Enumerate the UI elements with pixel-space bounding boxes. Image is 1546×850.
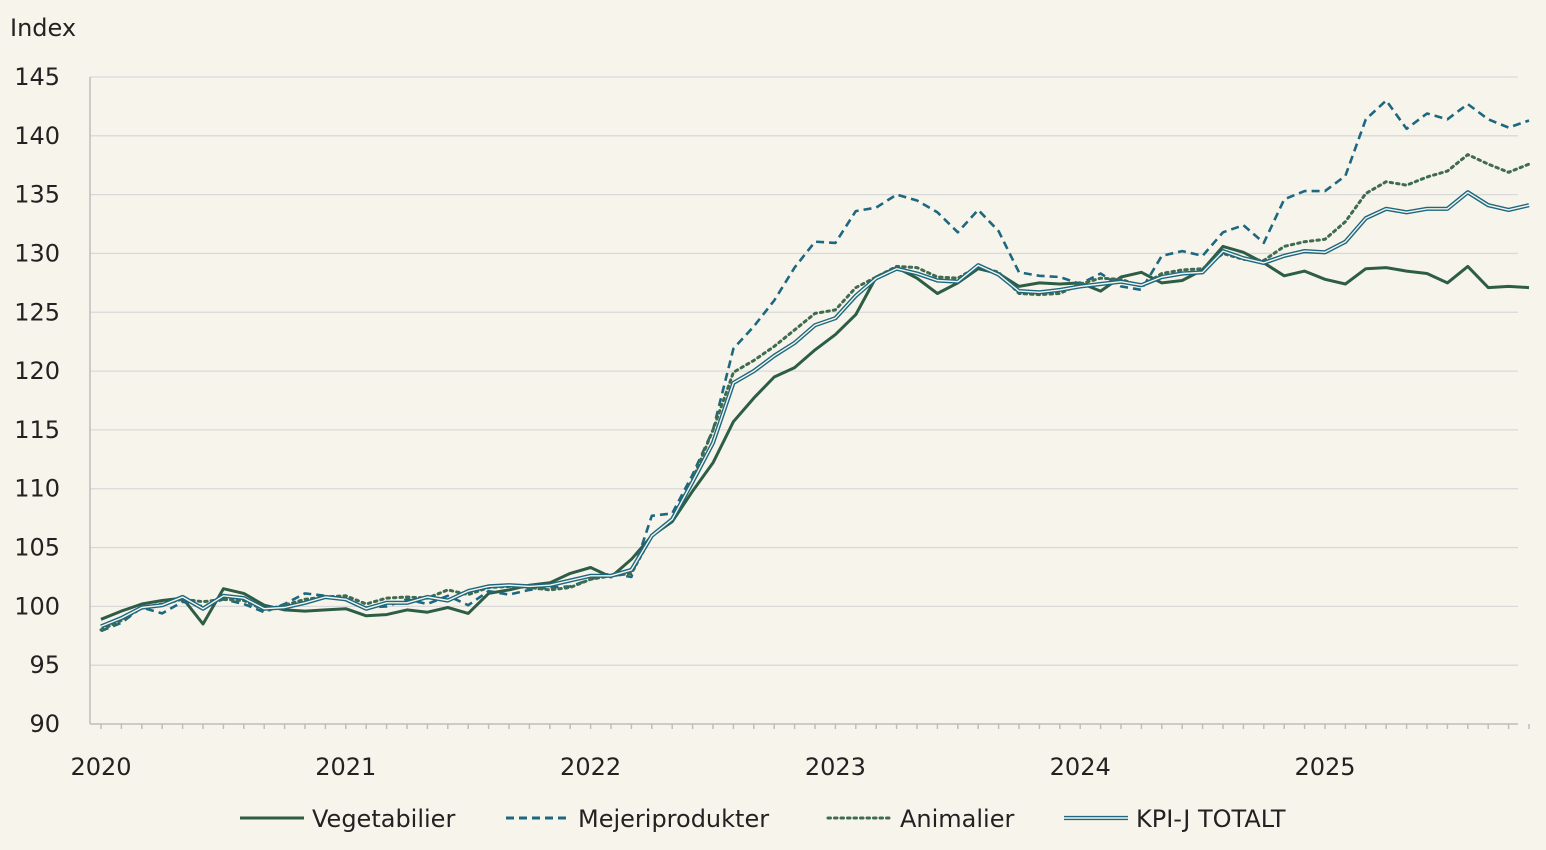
gridlines: [90, 76, 1518, 666]
x-tick-label: 2025: [1294, 753, 1355, 781]
legend-label: Mejeriprodukter: [578, 805, 769, 833]
y-tick-label: 135: [14, 181, 60, 209]
x-tick-label: 2023: [805, 753, 866, 781]
x-tick-label: 2022: [560, 753, 621, 781]
y-tick-label: 90: [29, 710, 60, 738]
y-tick-label: 100: [14, 592, 60, 620]
legend-item-kpi-j-totalt: KPI-J TOTALT: [1064, 805, 1286, 833]
y-tick-label: 130: [14, 239, 60, 267]
x-tick-label: 2021: [315, 753, 376, 781]
legend: Vegetabilier Mejeriprodukter Animalier KPI-…: [240, 805, 1286, 833]
y-tick-label: 95: [29, 651, 60, 679]
series-lines: [99, 99, 1531, 633]
legend-label: KPI-J TOTALT: [1136, 805, 1286, 833]
series-vegetabilier-line: [100, 244, 1530, 626]
y-tick-label: 105: [14, 534, 60, 562]
legend-item-mejeriprodukter: Mejeriprodukter: [506, 805, 769, 833]
legend-item-animalier: Animalier: [826, 805, 1014, 833]
series-kpi-j-totalt-line-outer: [100, 190, 1530, 629]
series-mejeriprodukter-line: [100, 99, 1530, 633]
x-axis-ticks: 2020 2021 2022 2023 2024 2025: [70, 753, 1355, 781]
y-tick-label: 110: [14, 475, 60, 503]
y-axis-title: Index: [10, 14, 76, 42]
legend-label: Vegetabilier: [312, 805, 455, 833]
y-axis-ticks: 90 95 100 105 110 115 120 125 130 135 140 145: [14, 63, 60, 738]
x-axis: [89, 77, 1530, 729]
y-tick-label: 120: [14, 357, 60, 385]
y-tick-label: 115: [14, 416, 60, 444]
x-tick-label: 2024: [1050, 753, 1111, 781]
y-tick-label: 125: [14, 298, 60, 326]
series-kpi-j-totalt-line-inner: [100, 191, 1530, 628]
y-tick-label: 145: [14, 63, 60, 91]
legend-item-vegetabilier: Vegetabilier: [240, 805, 455, 833]
y-tick-label: 140: [14, 122, 60, 150]
legend-label: Animalier: [900, 805, 1014, 833]
x-tick-label: 2020: [70, 753, 131, 781]
series-animalier-line: [99, 153, 1531, 632]
